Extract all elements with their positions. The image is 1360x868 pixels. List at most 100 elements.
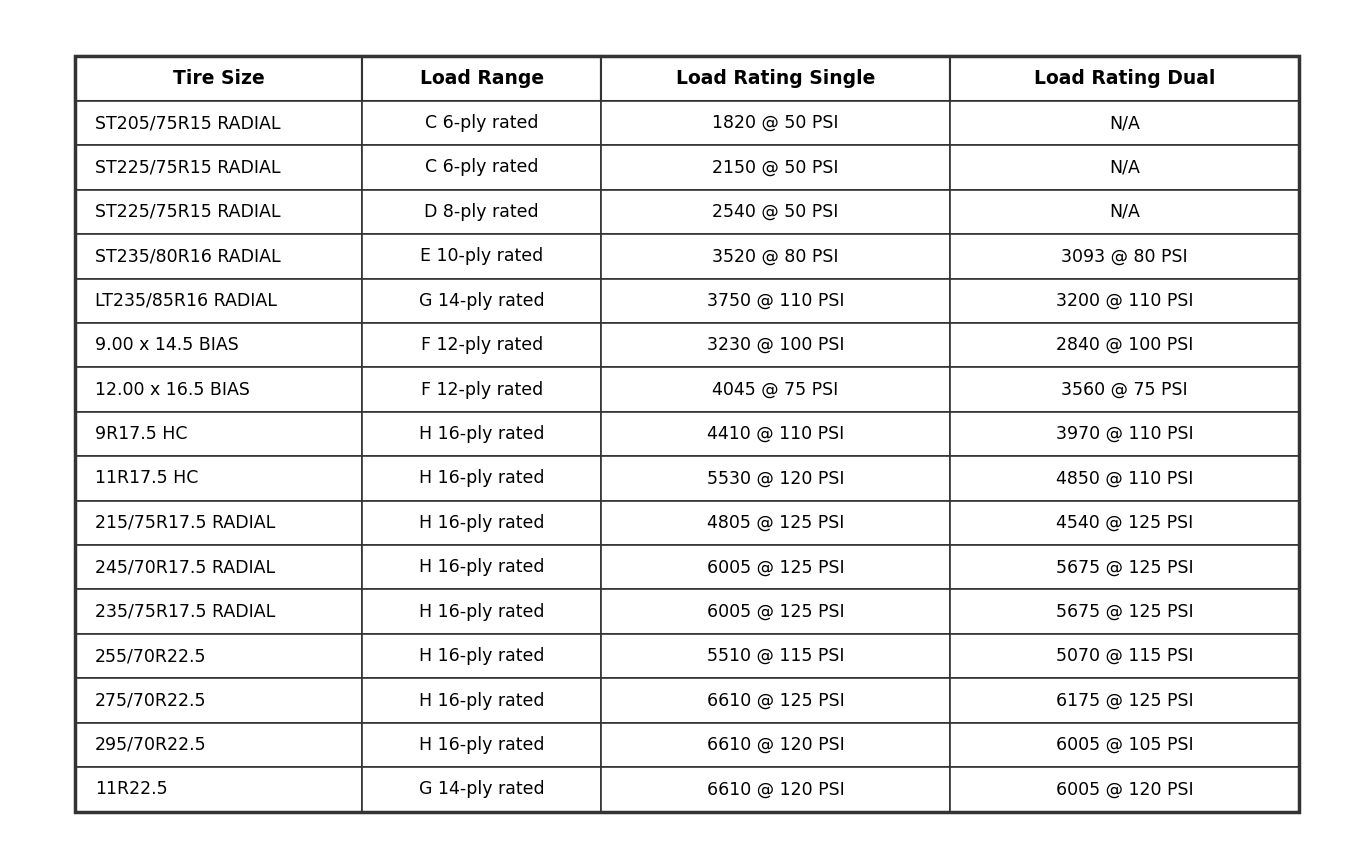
- Text: 11R17.5 HC: 11R17.5 HC: [95, 470, 199, 488]
- Text: 4045 @ 75 PSI: 4045 @ 75 PSI: [713, 380, 839, 398]
- Text: 6005 @ 105 PSI: 6005 @ 105 PSI: [1055, 736, 1193, 754]
- Bar: [949, 457, 1299, 501]
- Text: ST235/80R16 RADIAL: ST235/80R16 RADIAL: [95, 247, 280, 266]
- Bar: [362, 145, 601, 190]
- Text: 6610 @ 125 PSI: 6610 @ 125 PSI: [707, 692, 845, 709]
- Text: D 8-ply rated: D 8-ply rated: [424, 203, 539, 220]
- Text: 255/70R22.5: 255/70R22.5: [95, 648, 207, 665]
- Text: C 6-ply rated: C 6-ply rated: [426, 114, 539, 132]
- Text: 6005 @ 120 PSI: 6005 @ 120 PSI: [1055, 780, 1193, 799]
- Bar: [601, 101, 949, 145]
- Text: 215/75R17.5 RADIAL: 215/75R17.5 RADIAL: [95, 514, 276, 532]
- Bar: [601, 589, 949, 634]
- Text: C 6-ply rated: C 6-ply rated: [426, 159, 539, 176]
- Bar: [601, 723, 949, 767]
- Text: 275/70R22.5: 275/70R22.5: [95, 692, 207, 709]
- Bar: [601, 501, 949, 545]
- Bar: [949, 190, 1299, 234]
- Text: 1820 @ 50 PSI: 1820 @ 50 PSI: [713, 114, 839, 132]
- Bar: [949, 678, 1299, 723]
- Text: G 14-ply rated: G 14-ply rated: [419, 292, 544, 310]
- Bar: [75, 723, 362, 767]
- Text: 6610 @ 120 PSI: 6610 @ 120 PSI: [707, 780, 845, 799]
- Bar: [75, 145, 362, 190]
- Bar: [601, 279, 949, 323]
- Text: 295/70R22.5: 295/70R22.5: [95, 736, 207, 754]
- Text: 9R17.5 HC: 9R17.5 HC: [95, 425, 188, 443]
- Text: H 16-ply rated: H 16-ply rated: [419, 558, 544, 576]
- Bar: [601, 634, 949, 678]
- Bar: [362, 234, 601, 279]
- Text: N/A: N/A: [1108, 114, 1140, 132]
- Bar: [75, 323, 362, 367]
- Text: N/A: N/A: [1108, 203, 1140, 220]
- Bar: [75, 678, 362, 723]
- Bar: [75, 56, 362, 101]
- Bar: [949, 145, 1299, 190]
- Bar: [75, 234, 362, 279]
- Text: H 16-ply rated: H 16-ply rated: [419, 425, 544, 443]
- Text: H 16-ply rated: H 16-ply rated: [419, 470, 544, 488]
- Bar: [362, 279, 601, 323]
- Text: F 12-ply rated: F 12-ply rated: [420, 336, 543, 354]
- Bar: [949, 767, 1299, 812]
- Bar: [75, 634, 362, 678]
- Text: 5675 @ 125 PSI: 5675 @ 125 PSI: [1055, 602, 1193, 621]
- Text: 3200 @ 110 PSI: 3200 @ 110 PSI: [1055, 292, 1193, 310]
- Bar: [362, 678, 601, 723]
- Bar: [362, 723, 601, 767]
- Text: G 14-ply rated: G 14-ply rated: [419, 780, 544, 799]
- Text: 5510 @ 115 PSI: 5510 @ 115 PSI: [707, 648, 845, 665]
- Text: 11R22.5: 11R22.5: [95, 780, 167, 799]
- Text: 4540 @ 125 PSI: 4540 @ 125 PSI: [1055, 514, 1193, 532]
- Bar: [601, 190, 949, 234]
- Bar: [601, 411, 949, 457]
- Bar: [949, 323, 1299, 367]
- Bar: [949, 367, 1299, 411]
- Text: 2540 @ 50 PSI: 2540 @ 50 PSI: [713, 203, 839, 220]
- Text: 3560 @ 75 PSI: 3560 @ 75 PSI: [1061, 380, 1187, 398]
- Bar: [75, 501, 362, 545]
- Text: 6610 @ 120 PSI: 6610 @ 120 PSI: [707, 736, 845, 754]
- Bar: [362, 545, 601, 589]
- Bar: [949, 545, 1299, 589]
- Text: Load Range: Load Range: [420, 69, 544, 89]
- Text: 245/70R17.5 RADIAL: 245/70R17.5 RADIAL: [95, 558, 275, 576]
- Text: N/A: N/A: [1108, 159, 1140, 176]
- Text: 5070 @ 115 PSI: 5070 @ 115 PSI: [1055, 648, 1193, 665]
- Bar: [949, 501, 1299, 545]
- Bar: [75, 589, 362, 634]
- Bar: [75, 545, 362, 589]
- Bar: [75, 457, 362, 501]
- Bar: [75, 56, 1299, 812]
- Text: Load Rating Dual: Load Rating Dual: [1034, 69, 1214, 89]
- Bar: [601, 457, 949, 501]
- Text: Tire Size: Tire Size: [173, 69, 264, 89]
- Bar: [75, 411, 362, 457]
- Text: 3970 @ 110 PSI: 3970 @ 110 PSI: [1055, 425, 1193, 443]
- Bar: [601, 545, 949, 589]
- Text: E 10-ply rated: E 10-ply rated: [420, 247, 544, 266]
- Text: 3230 @ 100 PSI: 3230 @ 100 PSI: [707, 336, 845, 354]
- Text: H 16-ply rated: H 16-ply rated: [419, 648, 544, 665]
- Bar: [949, 234, 1299, 279]
- Text: 5675 @ 125 PSI: 5675 @ 125 PSI: [1055, 558, 1193, 576]
- Bar: [601, 323, 949, 367]
- Bar: [949, 723, 1299, 767]
- Text: 5530 @ 120 PSI: 5530 @ 120 PSI: [707, 470, 845, 488]
- Bar: [949, 279, 1299, 323]
- Bar: [362, 56, 601, 101]
- Bar: [362, 411, 601, 457]
- Text: H 16-ply rated: H 16-ply rated: [419, 692, 544, 709]
- Bar: [949, 101, 1299, 145]
- Text: 3093 @ 80 PSI: 3093 @ 80 PSI: [1061, 247, 1187, 266]
- Bar: [601, 234, 949, 279]
- Bar: [949, 411, 1299, 457]
- Text: 235/75R17.5 RADIAL: 235/75R17.5 RADIAL: [95, 602, 276, 621]
- Text: 2150 @ 50 PSI: 2150 @ 50 PSI: [713, 159, 839, 176]
- Bar: [949, 56, 1299, 101]
- Text: ST225/75R15 RADIAL: ST225/75R15 RADIAL: [95, 159, 280, 176]
- Text: 12.00 x 16.5 BIAS: 12.00 x 16.5 BIAS: [95, 380, 250, 398]
- Text: 6175 @ 125 PSI: 6175 @ 125 PSI: [1055, 692, 1193, 709]
- Text: ST205/75R15 RADIAL: ST205/75R15 RADIAL: [95, 114, 280, 132]
